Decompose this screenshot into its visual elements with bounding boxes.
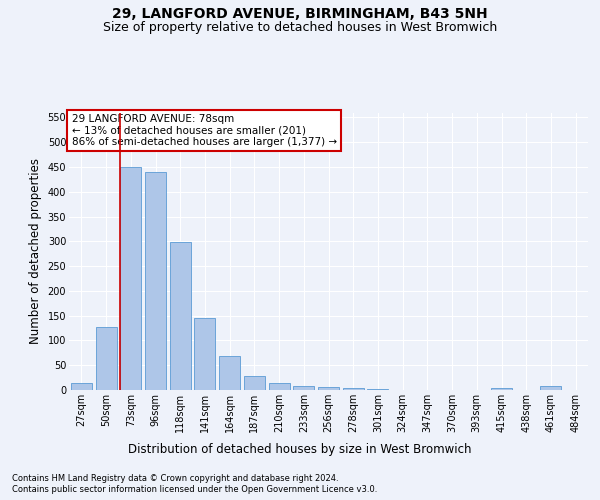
Bar: [293, 386, 314, 390]
Text: Contains public sector information licensed under the Open Government Licence v3: Contains public sector information licen…: [12, 485, 377, 494]
Text: Distribution of detached houses by size in West Bromwich: Distribution of detached houses by size …: [128, 442, 472, 456]
Bar: [269, 382, 290, 390]
Bar: [71, 382, 92, 390]
Bar: [244, 376, 265, 390]
Text: 29, LANGFORD AVENUE, BIRMINGHAM, B43 5NH: 29, LANGFORD AVENUE, BIRMINGHAM, B43 5NH: [112, 8, 488, 22]
Bar: [318, 387, 339, 390]
Bar: [343, 388, 364, 390]
Bar: [367, 389, 388, 390]
Bar: [491, 388, 512, 390]
Bar: [170, 242, 191, 390]
Bar: [95, 326, 116, 390]
Bar: [541, 386, 562, 390]
Bar: [120, 167, 141, 390]
Text: 29 LANGFORD AVENUE: 78sqm
← 13% of detached houses are smaller (201)
86% of semi: 29 LANGFORD AVENUE: 78sqm ← 13% of detac…: [71, 114, 337, 147]
Y-axis label: Number of detached properties: Number of detached properties: [29, 158, 42, 344]
Bar: [145, 172, 166, 390]
Bar: [194, 318, 215, 390]
Bar: [219, 356, 240, 390]
Text: Contains HM Land Registry data © Crown copyright and database right 2024.: Contains HM Land Registry data © Crown c…: [12, 474, 338, 483]
Text: Size of property relative to detached houses in West Bromwich: Size of property relative to detached ho…: [103, 21, 497, 34]
